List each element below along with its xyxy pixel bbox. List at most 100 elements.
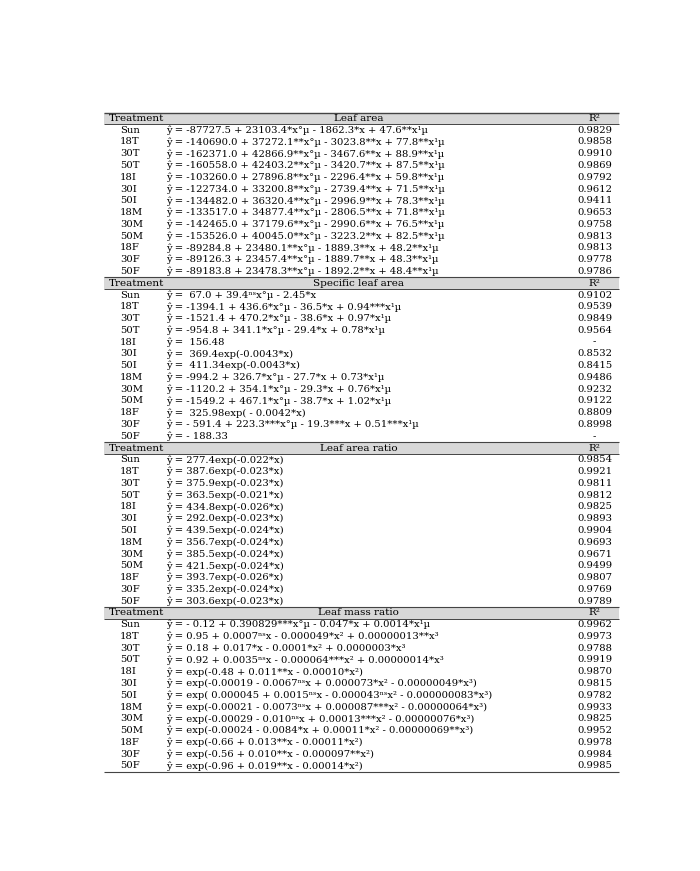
Text: 30M: 30M: [120, 219, 143, 229]
Text: ŷ =  156.48: ŷ = 156.48: [166, 337, 225, 347]
Text: 30T: 30T: [120, 479, 139, 488]
Text: ŷ = 387.6exp(-0.023*x): ŷ = 387.6exp(-0.023*x): [166, 467, 284, 476]
Text: 0.9952: 0.9952: [578, 726, 612, 735]
Text: ŷ = -140690.0 + 37272.1**x°µ - 3023.8**x + 77.8**x¹µ: ŷ = -140690.0 + 37272.1**x°µ - 3023.8**x…: [166, 138, 444, 146]
Text: ŷ = 335.2exp(-0.024*x): ŷ = 335.2exp(-0.024*x): [166, 584, 284, 594]
Text: Sun: Sun: [120, 456, 140, 464]
Text: 30M: 30M: [120, 385, 143, 394]
Text: 50M: 50M: [120, 561, 143, 571]
Text: Sun: Sun: [120, 620, 140, 629]
Text: 0.9854: 0.9854: [578, 456, 612, 464]
Text: 0.9693: 0.9693: [578, 537, 612, 547]
Text: 50M: 50M: [120, 726, 143, 735]
Text: ŷ = 0.92 + 0.0035ⁿˢx - 0.000064***x² + 0.00000014*x³: ŷ = 0.92 + 0.0035ⁿˢx - 0.000064***x² + 0…: [166, 655, 444, 665]
Text: 0.9788: 0.9788: [578, 644, 612, 652]
Text: ŷ = 0.18 + 0.017*x - 0.0001*x² + 0.0000003*x³: ŷ = 0.18 + 0.017*x - 0.0001*x² + 0.00000…: [166, 644, 406, 653]
Text: ŷ = exp( 0.000045 + 0.0015ⁿˢx - 0.000043ⁿˢx² - 0.000000083*x³): ŷ = exp( 0.000045 + 0.0015ⁿˢx - 0.000043…: [166, 691, 492, 700]
Text: ŷ = -1521.4 + 470.2*x°µ - 38.6*x + 0.97*x¹µ: ŷ = -1521.4 + 470.2*x°µ - 38.6*x + 0.97*…: [166, 314, 391, 323]
Text: 30I: 30I: [120, 349, 136, 358]
Text: 30M: 30M: [120, 714, 143, 723]
Text: 0.9904: 0.9904: [578, 526, 612, 535]
Text: 0.9778: 0.9778: [578, 255, 612, 264]
Text: Sun: Sun: [120, 291, 140, 300]
Text: 0.9869: 0.9869: [578, 161, 612, 170]
Text: 0.9786: 0.9786: [578, 267, 612, 276]
Text: -: -: [593, 338, 596, 347]
Text: 0.9933: 0.9933: [578, 703, 612, 712]
Text: ŷ = -134482.0 + 36320.4**x°µ - 2996.9**x + 78.3**x¹µ: ŷ = -134482.0 + 36320.4**x°µ - 2996.9**x…: [166, 196, 444, 206]
Text: 30I: 30I: [120, 514, 136, 523]
Text: 0.9499: 0.9499: [578, 561, 612, 571]
Text: 0.9811: 0.9811: [577, 479, 612, 488]
Text: ŷ = 277.4exp(-0.022*x): ŷ = 277.4exp(-0.022*x): [166, 456, 284, 464]
Text: 0.9813: 0.9813: [578, 232, 612, 240]
Text: 0.9815: 0.9815: [578, 679, 612, 688]
Text: Treatment: Treatment: [109, 443, 164, 453]
Text: 18M: 18M: [120, 208, 144, 217]
Text: 0.9671: 0.9671: [578, 550, 612, 558]
Text: 18I: 18I: [120, 667, 137, 676]
Text: ŷ = -1120.2 + 354.1*x°µ - 29.3*x + 0.76*x¹µ: ŷ = -1120.2 + 354.1*x°µ - 29.3*x + 0.76*…: [166, 384, 391, 394]
Text: 0.9825: 0.9825: [578, 503, 612, 511]
Text: 0.9812: 0.9812: [578, 490, 612, 500]
Text: ŷ = -160558.0 + 42403.2**x°µ - 3420.7**x + 87.5**x¹µ: ŷ = -160558.0 + 42403.2**x°µ - 3420.7**x…: [166, 161, 445, 171]
Text: 30F: 30F: [120, 584, 140, 594]
Text: 18I: 18I: [120, 338, 137, 347]
Text: Treatment: Treatment: [109, 279, 164, 287]
Text: 18F: 18F: [120, 244, 140, 253]
Text: ŷ =  369.4exp(-0.0043*x): ŷ = 369.4exp(-0.0043*x): [166, 349, 293, 359]
Text: ŷ = -87727.5 + 23103.4*x°µ - 1862.3*x + 47.6**x¹µ: ŷ = -87727.5 + 23103.4*x°µ - 1862.3*x + …: [166, 125, 428, 135]
Text: Specific leaf area: Specific leaf area: [314, 279, 405, 287]
Text: ŷ = exp(-0.66 + 0.013**x - 0.00011*x²): ŷ = exp(-0.66 + 0.013**x - 0.00011*x²): [166, 738, 363, 747]
Text: 50M: 50M: [120, 396, 143, 406]
Text: 30F: 30F: [120, 420, 140, 429]
Text: 0.9829: 0.9829: [578, 125, 612, 135]
Text: 18T: 18T: [120, 302, 140, 311]
Text: ŷ = exp(-0.00029 - 0.010ⁿˢx + 0.00013***x² - 0.00000076*x³): ŷ = exp(-0.00029 - 0.010ⁿˢx + 0.00013***…: [166, 714, 475, 724]
Text: Treatment: Treatment: [109, 114, 164, 123]
Text: 0.9769: 0.9769: [578, 584, 612, 594]
Text: 0.9870: 0.9870: [578, 667, 612, 676]
Text: 0.9789: 0.9789: [578, 597, 612, 605]
Text: 0.9653: 0.9653: [578, 208, 612, 217]
Text: ŷ = -103260.0 + 27896.8**x°µ - 2296.4**x + 59.8**x¹µ: ŷ = -103260.0 + 27896.8**x°µ - 2296.4**x…: [166, 172, 444, 182]
Text: ŷ = -89126.3 + 23457.4**x°µ - 1889.7**x + 48.3**x¹µ: ŷ = -89126.3 + 23457.4**x°µ - 1889.7**x …: [166, 255, 439, 265]
Text: 50F: 50F: [120, 761, 140, 771]
Text: 30F: 30F: [120, 750, 140, 759]
Text: ŷ = 0.95 + 0.0007ⁿˢx - 0.000049*x² + 0.00000013**x³: ŷ = 0.95 + 0.0007ⁿˢx - 0.000049*x² + 0.0…: [166, 631, 439, 641]
Text: 0.9813: 0.9813: [578, 244, 612, 253]
Bar: [104, 442, 619, 454]
Text: 0.9893: 0.9893: [578, 514, 612, 523]
Text: 30F: 30F: [120, 255, 140, 264]
Text: 0.9858: 0.9858: [578, 138, 612, 146]
Text: ŷ = exp(-0.48 + 0.011**x - 0.00010*x²): ŷ = exp(-0.48 + 0.011**x - 0.00010*x²): [166, 667, 363, 677]
Text: Leaf area: Leaf area: [334, 114, 384, 123]
Text: 0.9612: 0.9612: [578, 185, 612, 193]
Text: 0.8415: 0.8415: [577, 361, 612, 370]
Text: R²: R²: [589, 609, 601, 618]
Text: 50T: 50T: [120, 656, 139, 665]
Text: ŷ = 421.5exp(-0.024*x): ŷ = 421.5exp(-0.024*x): [166, 561, 284, 571]
Text: 50I: 50I: [120, 361, 136, 370]
Bar: [104, 277, 619, 289]
Text: ŷ = 439.5exp(-0.024*x): ŷ = 439.5exp(-0.024*x): [166, 526, 284, 536]
Text: ŷ = exp(-0.56 + 0.010**x - 0.000097**x²): ŷ = exp(-0.56 + 0.010**x - 0.000097**x²): [166, 749, 374, 759]
Text: ŷ = -162371.0 + 42866.9**x°µ - 3467.6**x + 88.9**x¹µ: ŷ = -162371.0 + 42866.9**x°µ - 3467.6**x…: [166, 149, 444, 159]
Text: ŷ = -954.8 + 341.1*x°µ - 29.4*x + 0.78*x¹µ: ŷ = -954.8 + 341.1*x°µ - 29.4*x + 0.78*x…: [166, 326, 385, 335]
Text: 18T: 18T: [120, 138, 140, 146]
Text: 0.9921: 0.9921: [578, 467, 612, 476]
Text: 30T: 30T: [120, 644, 139, 652]
Text: 0.9849: 0.9849: [578, 314, 612, 323]
Text: R²: R²: [589, 443, 601, 453]
Text: ŷ = -1394.1 + 436.6*x°µ - 36.5*x + 0.94***x¹µ: ŷ = -1394.1 + 436.6*x°µ - 36.5*x + 0.94*…: [166, 302, 401, 312]
Text: 0.9978: 0.9978: [578, 738, 612, 747]
Text: 0.9232: 0.9232: [578, 385, 612, 394]
Text: 18M: 18M: [120, 703, 144, 712]
Text: 0.9985: 0.9985: [578, 761, 612, 771]
Text: ŷ = exp(-0.00021 - 0.0073ⁿˢx + 0.000087***x² - 0.00000064*x³): ŷ = exp(-0.00021 - 0.0073ⁿˢx + 0.000087*…: [166, 702, 487, 712]
Text: ŷ = -1549.2 + 467.1*x°µ - 38.7*x + 1.02*x¹µ: ŷ = -1549.2 + 467.1*x°µ - 38.7*x + 1.02*…: [166, 396, 391, 406]
Text: ŷ = 356.7exp(-0.024*x): ŷ = 356.7exp(-0.024*x): [166, 537, 284, 547]
Text: ŷ = 393.7exp(-0.026*x): ŷ = 393.7exp(-0.026*x): [166, 573, 284, 583]
Text: 0.9486: 0.9486: [578, 373, 612, 382]
Text: Treatment: Treatment: [109, 609, 164, 618]
